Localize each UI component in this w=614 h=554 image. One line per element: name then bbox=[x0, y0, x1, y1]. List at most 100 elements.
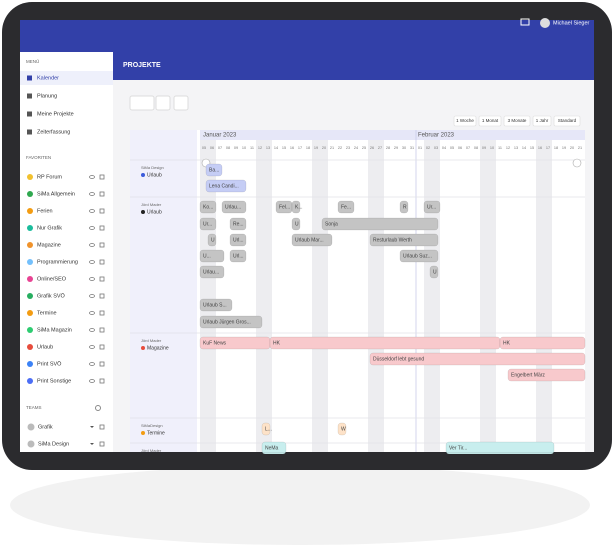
calendar-icon[interactable] bbox=[99, 327, 105, 333]
event-bar[interactable] bbox=[261, 422, 271, 436]
event-bar[interactable] bbox=[507, 368, 586, 382]
event-label[interactable]: Fel... bbox=[279, 204, 290, 210]
favorite-item[interactable]: Ferien bbox=[37, 208, 53, 214]
eye-icon[interactable] bbox=[89, 379, 95, 383]
filter-button[interactable] bbox=[129, 95, 155, 111]
menu-item[interactable]: Meine Projekte bbox=[37, 111, 74, 117]
calendar-icon[interactable] bbox=[99, 378, 105, 384]
calendar-icon[interactable] bbox=[99, 424, 105, 430]
eye-icon[interactable] bbox=[89, 226, 95, 230]
favorite-item[interactable]: Programmierung bbox=[37, 259, 78, 265]
calendar-icon[interactable] bbox=[99, 208, 105, 214]
eye-icon[interactable] bbox=[89, 277, 95, 281]
event-bar[interactable] bbox=[291, 233, 333, 247]
favorite-item[interactable]: Online/SEO bbox=[37, 276, 67, 282]
event-label[interactable]: Düsseldorf lebt gesund bbox=[373, 356, 424, 362]
event-bar[interactable] bbox=[269, 336, 501, 350]
event-label[interactable]: Urlaub Jürgen Gros... bbox=[203, 319, 251, 325]
eye-icon[interactable] bbox=[89, 175, 95, 179]
view-label[interactable]: 1 Woche bbox=[456, 118, 474, 123]
calendar-icon[interactable] bbox=[99, 242, 105, 248]
event-label[interactable]: KuF News bbox=[203, 340, 227, 346]
event-bar[interactable] bbox=[229, 249, 247, 263]
event-label[interactable]: Re... bbox=[233, 221, 244, 227]
calendar-icon[interactable] bbox=[99, 191, 105, 197]
event-label[interactable]: Sonja bbox=[325, 221, 338, 227]
view-label[interactable]: 3 Monate bbox=[508, 118, 527, 123]
favorite-item[interactable]: RP Forum bbox=[37, 174, 62, 180]
event-label[interactable]: HK bbox=[273, 340, 281, 346]
event-bar[interactable] bbox=[399, 200, 409, 214]
view-button[interactable] bbox=[503, 115, 531, 127]
calendar-icon[interactable] bbox=[99, 174, 105, 180]
event-bar[interactable] bbox=[291, 217, 301, 231]
view-label[interactable]: Standard bbox=[558, 118, 577, 123]
event-label[interactable]: Urlau... bbox=[225, 204, 241, 210]
calendar-icon[interactable] bbox=[99, 344, 105, 350]
calendar-icon[interactable] bbox=[99, 361, 105, 367]
eye-icon[interactable] bbox=[89, 311, 95, 315]
person-button[interactable] bbox=[173, 95, 189, 111]
menu-item[interactable]: Kalender bbox=[37, 75, 59, 81]
view-button[interactable] bbox=[453, 115, 477, 127]
eye-icon[interactable] bbox=[89, 362, 95, 366]
dropdown-icon[interactable] bbox=[90, 443, 94, 445]
calendar-icon[interactable] bbox=[99, 310, 105, 316]
favorite-item[interactable]: SiMa Allgemein bbox=[37, 191, 75, 197]
favorite-item[interactable]: Print Sonstige bbox=[37, 378, 71, 384]
event-label[interactable]: K... bbox=[295, 204, 303, 210]
event-label[interactable]: U bbox=[295, 221, 299, 227]
event-bar[interactable] bbox=[337, 200, 355, 214]
event-label[interactable]: Urlau... bbox=[203, 269, 219, 275]
event-label[interactable]: U bbox=[433, 269, 437, 275]
event-label[interactable]: Lena Candi... bbox=[209, 183, 239, 189]
event-bar[interactable] bbox=[221, 200, 247, 214]
event-label[interactable]: W bbox=[341, 426, 346, 432]
nav-next[interactable] bbox=[572, 158, 582, 168]
event-bar[interactable] bbox=[199, 315, 263, 329]
event-bar[interactable] bbox=[207, 233, 217, 247]
dropdown-icon[interactable] bbox=[90, 426, 94, 428]
favorite-item[interactable]: Nur Grafik bbox=[37, 225, 62, 231]
event-bar[interactable] bbox=[337, 422, 347, 436]
event-label[interactable]: Url... bbox=[233, 237, 244, 243]
calendar-icon[interactable] bbox=[99, 293, 105, 299]
event-bar[interactable] bbox=[199, 217, 217, 231]
eye-icon[interactable] bbox=[89, 192, 95, 196]
view-button[interactable] bbox=[532, 115, 552, 127]
event-bar[interactable] bbox=[321, 217, 439, 231]
event-bar[interactable] bbox=[369, 233, 439, 247]
favorite-item[interactable]: SiMa Magazin bbox=[37, 327, 72, 333]
menu-item[interactable]: Zeiterfassung bbox=[37, 129, 70, 135]
eye-icon[interactable] bbox=[89, 294, 95, 298]
calendar-icon[interactable] bbox=[99, 276, 105, 282]
event-bar[interactable] bbox=[205, 179, 247, 193]
visibility-button[interactable] bbox=[155, 95, 171, 111]
event-bar[interactable] bbox=[445, 441, 555, 455]
event-label[interactable]: U... bbox=[203, 253, 211, 259]
event-label[interactable]: Resturlaub Werth bbox=[373, 237, 412, 243]
team-item[interactable]: Grafik bbox=[38, 424, 53, 430]
view-button[interactable] bbox=[478, 115, 502, 127]
view-label[interactable]: 1 Monat bbox=[482, 118, 499, 123]
event-bar[interactable] bbox=[499, 336, 586, 350]
event-label[interactable]: Fe... bbox=[341, 204, 351, 210]
event-bar[interactable] bbox=[229, 233, 247, 247]
favorite-item[interactable]: Termine bbox=[37, 310, 57, 316]
event-bar[interactable] bbox=[199, 249, 225, 263]
event-label[interactable]: R bbox=[403, 204, 407, 210]
event-label[interactable]: L... bbox=[265, 426, 272, 432]
eye-icon[interactable] bbox=[89, 209, 95, 213]
event-label[interactable]: Url... bbox=[233, 253, 244, 259]
team-item[interactable]: SiMa Design bbox=[38, 441, 69, 447]
event-bar[interactable] bbox=[199, 265, 225, 279]
favorite-item[interactable]: Urlaub bbox=[37, 344, 53, 350]
calendar-icon[interactable] bbox=[99, 259, 105, 265]
event-bar[interactable] bbox=[199, 200, 217, 214]
favorite-item[interactable]: Grafik SVÖ bbox=[37, 292, 66, 299]
event-label[interactable]: U bbox=[211, 237, 215, 243]
view-label[interactable]: 1 Jahr bbox=[536, 118, 549, 123]
menu-item[interactable]: Planung bbox=[37, 93, 57, 99]
event-bar[interactable] bbox=[369, 352, 586, 366]
eye-icon[interactable] bbox=[89, 328, 95, 332]
